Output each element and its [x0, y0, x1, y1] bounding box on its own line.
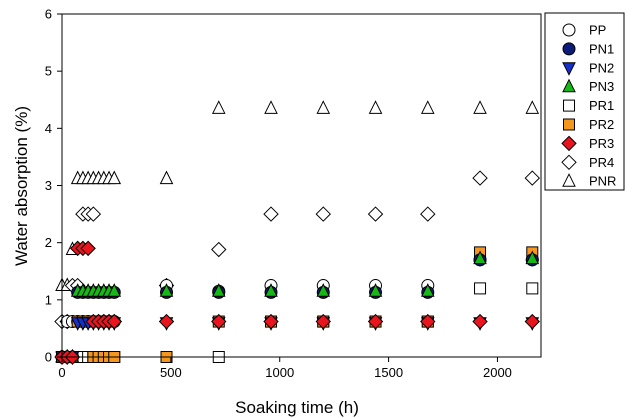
legend-item: PNR	[562, 173, 616, 189]
legend-item: PR2	[563, 117, 614, 132]
legend-marker-pr1	[563, 99, 575, 112]
legend-label: PR2	[589, 117, 614, 132]
data-point-pr3	[524, 313, 540, 330]
data-point-pn3	[211, 283, 226, 297]
legend-label: PP	[589, 23, 606, 38]
data-point-pn3	[473, 250, 487, 265]
legend-item: PN2	[562, 60, 614, 76]
legend-label: PN1	[589, 41, 614, 56]
data-point-pnr	[525, 100, 540, 114]
data-point-pn3	[420, 283, 435, 297]
data-point-pn3	[264, 283, 278, 297]
data-point-pr1	[474, 282, 487, 295]
legend-box	[544, 12, 625, 191]
data-point-pr4	[263, 206, 279, 222]
data-point-pr4	[472, 170, 488, 186]
data-point-pr3	[420, 313, 436, 330]
data-point-pr4	[85, 206, 102, 222]
legend-marker-pp	[562, 23, 576, 37]
legend-label: PR1	[589, 98, 614, 113]
series-pr1	[56, 282, 539, 363]
data-point-pnr	[316, 100, 331, 114]
data-point-pr3	[80, 240, 96, 257]
data-point-pr3	[106, 313, 122, 330]
data-point-pr3	[472, 313, 488, 330]
legend-label: PNR	[589, 174, 616, 189]
series-pn1	[55, 253, 539, 364]
data-point-pr4	[524, 170, 540, 186]
data-point-pnr	[107, 170, 122, 185]
series-pr4	[54, 170, 540, 330]
plot-area	[54, 100, 540, 366]
legend-marker-pnr	[562, 173, 576, 187]
data-point-pnr	[420, 100, 435, 114]
data-point-pr3	[263, 313, 279, 330]
y-tick-label: 1	[45, 292, 52, 307]
legend-marker-pn2	[562, 62, 576, 76]
axes: 0 500 1000 1500 2000 0 1 2 3 4 5 6	[45, 7, 542, 380]
x-tick-label: 2000	[483, 365, 512, 380]
x-axis-title: Soaking time (h)	[235, 398, 359, 417]
data-point-pr4	[211, 241, 227, 258]
data-point-pn3	[525, 250, 540, 265]
data-point-pr3	[367, 313, 384, 330]
legend-item: PR1	[563, 98, 614, 113]
data-point-pn3	[159, 283, 174, 297]
legend-marker-pn1	[562, 42, 576, 56]
x-tick-label: 1500	[374, 365, 403, 380]
y-tick-label: 6	[45, 7, 52, 22]
legend-item: PN1	[562, 41, 614, 56]
data-point-pr3	[211, 313, 227, 330]
series-pp	[55, 253, 539, 364]
data-point-pn3	[107, 283, 122, 297]
legend-label: PR3	[589, 136, 614, 151]
x-tick-label: 500	[160, 365, 182, 380]
data-point-pnr	[159, 170, 174, 185]
legend-marker-pr3	[561, 135, 577, 152]
plot-frame	[61, 13, 542, 358]
legend: PP PN1 PN2 PN3 PR1 PR2 PR3 PR4 PNR	[544, 12, 625, 191]
legend-marker-pr4	[561, 154, 577, 171]
series-pnr	[55, 100, 540, 292]
y-tick-label: 0	[45, 350, 52, 365]
x-tick-label: 0	[58, 365, 65, 380]
data-point-pr3	[158, 313, 175, 330]
y-tick-label: 5	[45, 64, 52, 79]
y-tick-label: 3	[45, 178, 52, 193]
legend-label: PN2	[589, 60, 614, 75]
x-tick-label: 1000	[265, 365, 294, 380]
legend-label: PN3	[589, 79, 614, 94]
y-axis-title: Water absorption (%)	[12, 106, 31, 266]
series-pr3	[54, 240, 540, 365]
legend-item: PP	[562, 23, 606, 38]
legend-item: PR3	[561, 135, 614, 152]
data-point-pnr	[211, 100, 226, 114]
y-tick-label: 4	[45, 121, 52, 136]
series-pn3	[55, 250, 540, 363]
data-point-pnr	[473, 100, 487, 114]
data-point-pr1	[526, 282, 539, 295]
data-point-pr3	[315, 313, 331, 330]
data-point-pnr	[264, 100, 278, 114]
data-point-pn3	[316, 283, 331, 297]
y-tick-label: 2	[45, 235, 52, 250]
data-point-pnr	[368, 100, 383, 114]
data-point-pr4	[420, 206, 436, 222]
legend-label: PR4	[589, 155, 614, 170]
legend-marker-pn3	[562, 78, 576, 93]
data-point-pr4	[315, 206, 331, 222]
data-point-pn3	[368, 283, 383, 297]
legend-item: PR4	[561, 154, 614, 171]
legend-marker-pr2	[563, 118, 575, 131]
legend-item: PN3	[562, 78, 614, 94]
series-pr2	[56, 246, 539, 363]
data-point-pr4	[367, 206, 384, 222]
